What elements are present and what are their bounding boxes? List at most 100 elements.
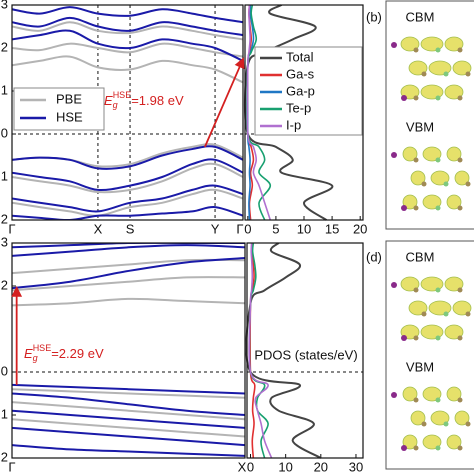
y-tick-label: 1 <box>1 168 8 183</box>
x-tick-label: 0 <box>244 221 251 236</box>
orbital-lobe <box>446 434 462 450</box>
atom <box>401 445 407 451</box>
bands <box>12 243 245 457</box>
x-tick-label: Y <box>211 221 220 236</box>
legend-box <box>13 87 105 131</box>
atom <box>401 95 407 101</box>
legend-label: Te-p <box>286 100 311 115</box>
atom <box>443 311 449 317</box>
x-tick-label: 5 <box>272 221 279 236</box>
gap-subscript: g <box>113 100 118 110</box>
atom <box>457 335 463 341</box>
x-tick-label: 20 <box>353 221 367 236</box>
x-tick-label: Γ <box>8 221 15 236</box>
atom <box>391 392 397 398</box>
orbital-lobe <box>410 170 426 186</box>
plot-frame <box>244 4 364 221</box>
atom <box>413 287 419 293</box>
atom <box>435 335 441 341</box>
y-tick-label: 3 <box>1 0 8 11</box>
band-line <box>12 29 243 62</box>
gap-annotation: EgHSE=1.98 eV <box>104 90 184 110</box>
band-line <box>12 388 245 399</box>
y-tick-label: 3 <box>1 234 8 249</box>
gap-superscript: HSE <box>33 343 52 353</box>
atom <box>443 421 449 427</box>
plot-frame <box>11 4 244 221</box>
band-line <box>12 188 243 217</box>
orbital-lobe <box>446 386 462 402</box>
orbital-lobe <box>446 146 462 162</box>
dos-curve <box>246 4 272 221</box>
orbital-lobe <box>400 276 420 292</box>
band-line <box>12 383 245 395</box>
band-line <box>12 444 245 457</box>
band-line <box>12 257 245 290</box>
band-line <box>12 21 243 41</box>
orbital-lobe <box>444 276 464 292</box>
gap-superscript: HSE <box>113 90 132 100</box>
orbital-lobe <box>420 324 444 340</box>
gap-symbol: E <box>24 346 33 361</box>
legend-label: PBE <box>56 91 82 106</box>
gap-symbol: E <box>104 93 113 108</box>
x-axis-label: PDOS (states/eV) <box>254 347 357 362</box>
orbital-lobe <box>400 36 420 52</box>
atom <box>457 397 463 403</box>
band-line <box>12 409 245 429</box>
y-tick-label: 0 <box>1 363 8 378</box>
gap-annotation: EgHSE=2.29 eV <box>24 343 104 363</box>
y-tick-label: 2 <box>1 211 8 226</box>
atom <box>413 157 419 163</box>
panel-label: (b) <box>366 9 382 24</box>
y-tick-label: 1 <box>1 82 8 97</box>
band-line <box>12 392 245 416</box>
band-line <box>12 401 245 421</box>
atom <box>435 397 441 403</box>
atom <box>465 181 471 187</box>
panel-caption: VBM <box>406 119 434 134</box>
band-line <box>12 276 245 292</box>
x-tick-label: X <box>238 459 247 474</box>
band-line <box>12 42 243 58</box>
gap-value: =2.29 eV <box>51 346 104 361</box>
band-line <box>12 297 245 307</box>
orbital-lobe <box>430 410 450 426</box>
orbital-lobe <box>402 386 418 402</box>
atom <box>413 397 419 403</box>
orbital-lobe <box>402 194 418 210</box>
legend-label: I-p <box>286 117 301 132</box>
atom <box>465 71 471 77</box>
orbital-lobe <box>422 386 442 402</box>
orbital-lobe <box>452 60 472 76</box>
atom <box>413 205 419 211</box>
atom <box>421 311 427 317</box>
band-line <box>12 162 243 194</box>
panel-caption: CBM <box>406 9 435 24</box>
orbital-lobe <box>446 194 462 210</box>
band-line <box>12 158 243 192</box>
orbital-lobe <box>408 300 428 316</box>
atom <box>401 205 407 211</box>
atom <box>435 445 441 451</box>
atom <box>457 157 463 163</box>
atom <box>413 445 419 451</box>
atom <box>401 335 407 341</box>
plot-frame <box>11 242 246 459</box>
orbital-lobe <box>402 146 418 162</box>
legend-label: Ga-s <box>286 66 315 81</box>
atom <box>457 445 463 451</box>
orbital-lobe <box>444 84 464 100</box>
orbital-lobe <box>422 146 442 162</box>
orbital-lobe <box>454 410 470 426</box>
bands <box>12 6 243 220</box>
y-tick-label: 2 <box>1 449 8 464</box>
atom <box>443 181 449 187</box>
atom <box>435 47 441 53</box>
atom <box>435 287 441 293</box>
band-line <box>12 244 245 257</box>
band-line <box>12 145 243 170</box>
band-line <box>12 243 245 249</box>
atom <box>391 152 397 158</box>
